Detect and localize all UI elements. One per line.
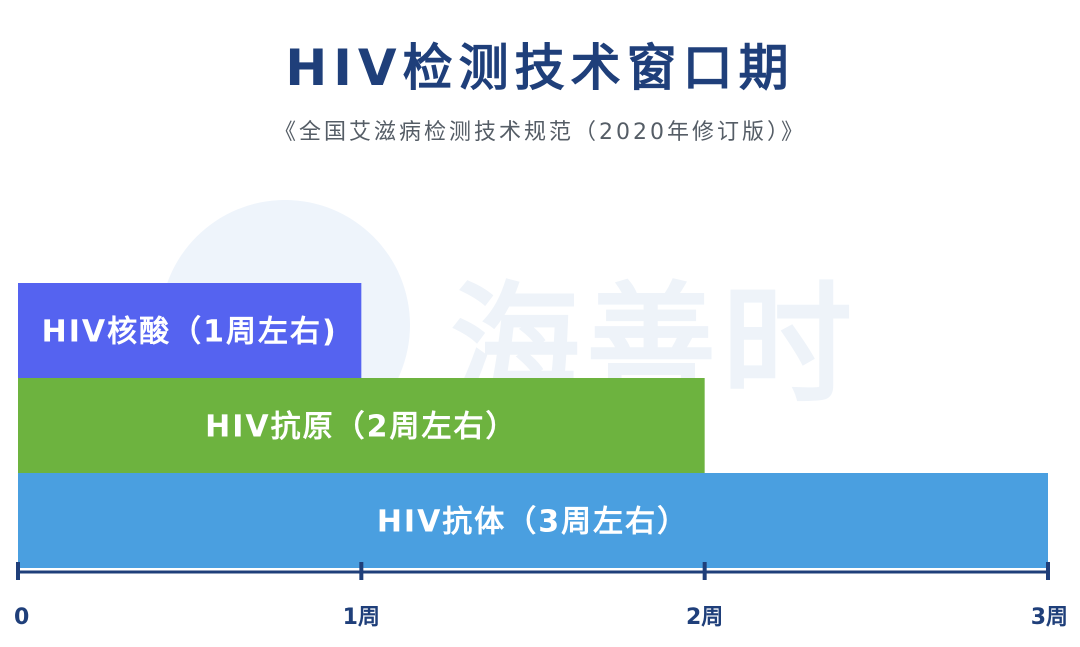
x-tick-label-2: 2周 — [686, 605, 723, 630]
bar-0 — [18, 283, 362, 379]
chart-subtitle: 《全国艾滋病检测技术规范（2020年修订版）》 — [274, 120, 806, 145]
bar-label-0: HIV核酸（1周左右) — [42, 315, 338, 350]
bar-label-2: HIV抗体（3周左右） — [377, 505, 689, 540]
chart-title: HIV检测技术窗口期 — [285, 39, 795, 97]
x-tick-label-0: 0 — [14, 605, 29, 630]
x-tick-label-3: 3周 — [1031, 605, 1068, 630]
x-tick-label-1: 1周 — [343, 605, 380, 630]
bar-2 — [18, 473, 1048, 568]
bar-1 — [18, 378, 705, 474]
bar-label-1: HIV抗原（2周左右） — [205, 410, 517, 445]
